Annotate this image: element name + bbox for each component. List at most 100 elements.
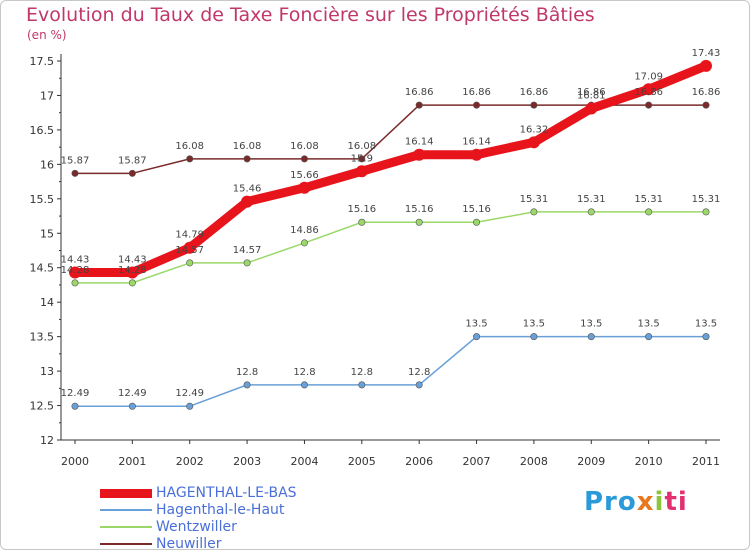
legend-label: Neuwiller: [156, 535, 222, 552]
x-tick-label: 2004: [290, 455, 318, 468]
point-hagenthal-le-bas: [642, 83, 655, 96]
legend-item-wentzwiller[interactable]: Wentzwiller: [100, 518, 297, 535]
point-hagenthal-le-bas: [527, 136, 540, 149]
data-label-hagenthal-le-bas: 15.46: [233, 184, 262, 195]
data-label-neuwiller: 16.86: [577, 87, 606, 98]
point-hagenthal-le-haut: [415, 381, 423, 389]
data-label-hagenthal-le-haut: 13.5: [465, 319, 487, 330]
point-hagenthal-le-haut: [243, 381, 251, 389]
data-label-hagenthal-le-bas: 14.43: [118, 255, 147, 266]
point-hagenthal-le-haut: [128, 402, 136, 410]
y-tick-label: 12.5: [30, 400, 55, 413]
data-label-neuwiller: 16.08: [290, 141, 319, 152]
point-neuwiller: [300, 155, 308, 163]
legend-label: HAGENTHAL-LE-BAS: [156, 484, 297, 501]
point-wentzwiller: [645, 208, 653, 216]
data-label-wentzwiller: 14.28: [118, 265, 147, 276]
data-label-hagenthal-le-haut: 13.5: [638, 319, 660, 330]
point-hagenthal-le-haut: [473, 333, 481, 341]
data-label-wentzwiller: 15.31: [634, 194, 663, 205]
x-tick-label: 2009: [577, 455, 605, 468]
data-label-hagenthal-le-haut: 13.5: [695, 319, 717, 330]
data-label-wentzwiller: 15.16: [347, 204, 376, 215]
point-hagenthal-le-bas: [69, 266, 81, 279]
data-label-hagenthal-le-bas: 16.14: [462, 137, 491, 148]
legend-item-hagenthal-le-haut[interactable]: Hagenthal-le-Haut: [100, 501, 297, 518]
data-label-wentzwiller: 14.57: [233, 245, 262, 256]
data-label-neuwiller: 16.86: [634, 87, 663, 98]
point-hagenthal-le-bas: [413, 148, 426, 161]
x-tick-label: 2010: [635, 455, 663, 468]
y-axis-unit-label: (en %): [27, 28, 67, 42]
point-hagenthal-le-haut: [358, 381, 366, 389]
point-hagenthal-le-haut: [587, 333, 595, 341]
x-tick-label: 2005: [348, 455, 376, 468]
point-hagenthal-le-bas: [470, 148, 483, 161]
data-label-hagenthal-le-haut: 12.8: [293, 367, 315, 378]
y-tick-label: 17.5: [30, 55, 55, 68]
point-wentzwiller: [587, 208, 595, 216]
data-label-hagenthal-le-bas: 17.09: [634, 71, 663, 82]
data-label-wentzwiller: 15.31: [577, 194, 606, 205]
y-tick-label: 17: [40, 89, 54, 102]
legend: HAGENTHAL-LE-BAS Hagenthal-le-Haut Wentz…: [100, 484, 297, 552]
x-tick-label: 2007: [463, 455, 491, 468]
data-label-hagenthal-le-bas: 14.79: [175, 230, 204, 241]
point-hagenthal-le-bas: [183, 241, 196, 254]
data-label-hagenthal-le-haut: 12.49: [175, 388, 204, 399]
point-wentzwiller: [71, 279, 79, 287]
legend-item-hagenthal-le-bas[interactable]: HAGENTHAL-LE-BAS: [100, 484, 297, 501]
point-wentzwiller: [702, 208, 710, 216]
x-tick-label: 2002: [176, 455, 204, 468]
data-label-hagenthal-le-haut: 12.8: [236, 367, 258, 378]
y-tick-label: 16: [40, 158, 54, 171]
point-hagenthal-le-bas: [126, 266, 139, 279]
data-label-hagenthal-le-haut: 12.8: [351, 367, 373, 378]
point-hagenthal-le-haut: [186, 402, 194, 410]
point-neuwiller: [530, 101, 538, 109]
point-wentzwiller: [530, 208, 538, 216]
y-tick-label: 12: [40, 434, 54, 447]
point-wentzwiller: [300, 239, 308, 247]
legend-label: Wentzwiller: [156, 518, 237, 535]
data-label-wentzwiller: 14.57: [175, 245, 204, 256]
y-tick-label: 16.5: [30, 124, 55, 137]
y-tick-label: 13.5: [30, 331, 55, 344]
point-wentzwiller: [473, 218, 481, 226]
data-label-neuwiller: 15.87: [118, 155, 147, 166]
point-hagenthal-le-haut: [71, 402, 79, 410]
data-label-hagenthal-le-haut: 12.49: [118, 388, 147, 399]
legend-item-neuwiller[interactable]: Neuwiller: [100, 535, 297, 552]
x-tick-label: 2001: [118, 455, 146, 468]
data-label-wentzwiller: 15.16: [405, 204, 434, 215]
y-tick-label: 15: [40, 227, 54, 240]
legend-swatch-neuwiller: [100, 542, 152, 545]
point-neuwiller: [243, 155, 251, 163]
data-label-wentzwiller: 14.86: [290, 225, 319, 236]
data-label-hagenthal-le-bas: 16.32: [520, 124, 549, 135]
data-label-neuwiller: 16.86: [520, 87, 549, 98]
x-tick-label: 2008: [520, 455, 548, 468]
point-hagenthal-le-bas: [585, 102, 598, 115]
data-label-hagenthal-le-bas: 15.9: [351, 153, 373, 164]
chart-title: Evolution du Taux de Taxe Foncière sur l…: [26, 4, 595, 26]
data-label-neuwiller: 16.08: [233, 141, 262, 152]
series-line-hagenthal-le-haut: [74, 335, 707, 407]
point-neuwiller: [473, 101, 481, 109]
point-hagenthal-le-bas: [241, 195, 254, 208]
point-hagenthal-le-haut: [702, 333, 710, 341]
proxiti-logo: Proxiti: [584, 487, 688, 517]
x-tick-label: 2011: [692, 455, 720, 468]
data-label-wentzwiller: 15.31: [692, 194, 721, 205]
data-label-neuwiller: 16.86: [462, 87, 491, 98]
data-label-wentzwiller: 15.16: [462, 204, 491, 215]
point-neuwiller: [645, 101, 653, 109]
point-wentzwiller: [186, 259, 194, 267]
point-neuwiller: [186, 155, 194, 163]
point-neuwiller: [702, 101, 710, 109]
data-label-hagenthal-le-bas: 16.14: [405, 137, 434, 148]
y-tick-label: 13: [40, 365, 54, 378]
point-hagenthal-le-haut: [300, 381, 308, 389]
point-hagenthal-le-haut: [645, 333, 653, 341]
